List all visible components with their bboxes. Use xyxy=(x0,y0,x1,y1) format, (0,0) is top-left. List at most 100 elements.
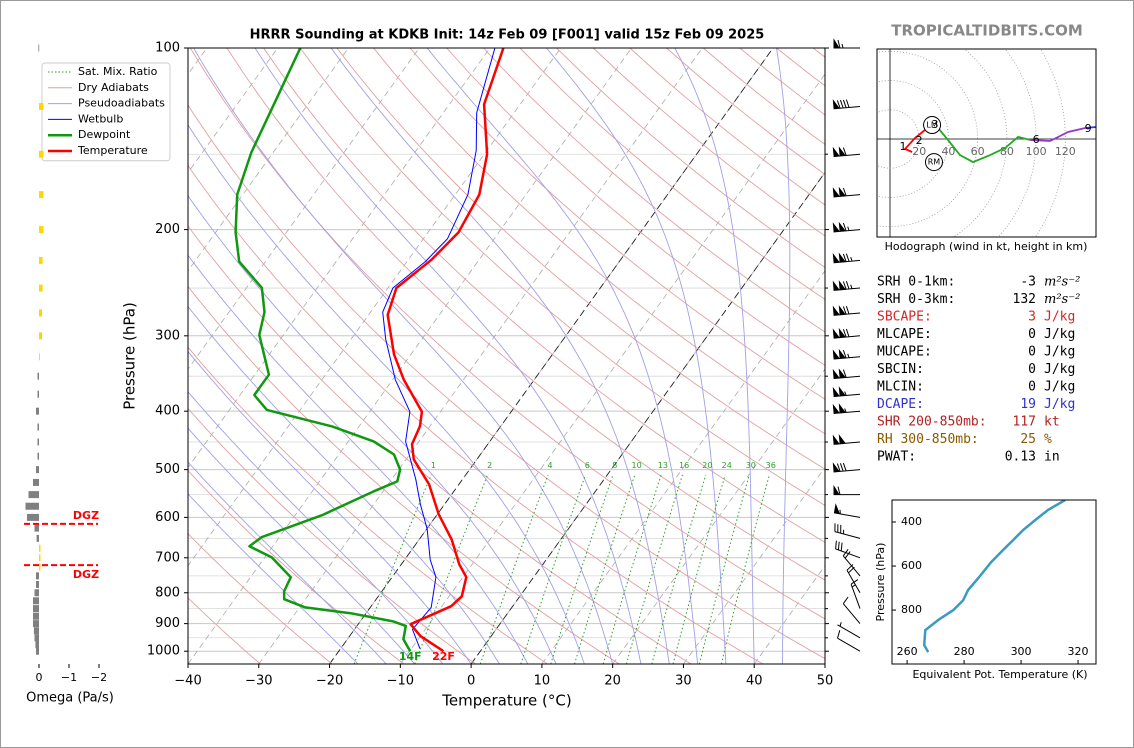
omega-bar xyxy=(36,580,39,588)
stat-label: MLCAPE: xyxy=(877,327,932,342)
dry-adiabat xyxy=(263,48,825,543)
y-tick-label: 400 xyxy=(155,404,180,419)
dry-adiabat xyxy=(336,48,825,470)
hodo-trace xyxy=(937,127,1031,164)
omega-bar xyxy=(37,423,39,431)
dgz-label: DGZ xyxy=(73,509,99,522)
omega-x-label: Omega (Pa/s) xyxy=(26,691,114,706)
y-tick-label: 300 xyxy=(155,328,180,343)
omega-bar xyxy=(37,390,39,398)
height-label: 3 xyxy=(932,118,939,131)
mixing-ratio-line xyxy=(625,474,683,664)
pseudoadiabat xyxy=(188,194,557,664)
stat-value: 0 xyxy=(1028,345,1036,360)
plot-frame xyxy=(187,47,826,665)
wind-barb xyxy=(832,386,861,398)
x-tick-label: 40 xyxy=(746,674,763,689)
omega-bar xyxy=(39,284,43,292)
omega-bar xyxy=(38,44,40,52)
mixing-ratio-label: 1 xyxy=(431,461,436,470)
wind-barb xyxy=(834,523,861,539)
x-tick-label: 280 xyxy=(954,645,975,658)
stat-unit: J/kg xyxy=(1044,310,1075,325)
dry-adiabat xyxy=(188,469,405,664)
wind-barb xyxy=(833,38,860,49)
stat-value: 0 xyxy=(1028,380,1036,395)
hodo-ring-label: 100 xyxy=(1026,145,1047,158)
stat-label: SBCIN: xyxy=(877,362,924,377)
stat-label: RH 300-850mb: xyxy=(877,432,979,447)
stat-unit: % xyxy=(1044,432,1052,447)
x-axis-label: Temperature (°C) xyxy=(441,692,571,710)
profile-line xyxy=(386,48,505,653)
highlighted-isotherm xyxy=(329,48,774,664)
stat-label: MUCAPE: xyxy=(877,345,932,360)
wind-barb xyxy=(832,462,861,473)
hodo-frame xyxy=(876,48,1097,238)
mixing-ratio-label: 2 xyxy=(487,461,492,470)
pseudoadiabat xyxy=(254,48,642,664)
omega-bar xyxy=(33,627,39,635)
omega-bar xyxy=(39,191,44,199)
isotherm xyxy=(188,48,278,174)
hodo-ring xyxy=(997,49,1037,237)
y-tick-label: 600 xyxy=(155,510,180,525)
legend-label: Dewpoint xyxy=(78,128,131,141)
pseudoadiabat xyxy=(188,427,415,664)
mixing-ratio-label: 8 xyxy=(612,461,617,470)
omega-bar xyxy=(37,452,39,460)
stat-label: PWAT: xyxy=(877,450,916,465)
stat-value: 0 xyxy=(1028,362,1036,377)
profile-line xyxy=(382,48,496,649)
stat-unit: J/kg xyxy=(1044,362,1075,377)
stat-unit: m²s⁻² xyxy=(1044,275,1080,290)
omega-bar xyxy=(34,634,39,642)
dry-adiabat xyxy=(188,225,692,664)
wind-barb xyxy=(833,503,861,518)
dry-adiabat xyxy=(188,285,620,664)
wind-barb xyxy=(832,186,861,198)
wind-barb xyxy=(835,540,861,559)
pseudoadiabat xyxy=(674,48,755,664)
wind-barb xyxy=(833,484,860,496)
stat-label: DCAPE: xyxy=(877,397,924,412)
wind-barb xyxy=(832,434,861,445)
mixing-ratio-label: 16 xyxy=(679,461,689,470)
stat-unit: J/kg xyxy=(1044,380,1075,395)
mixing-ratio-label: 6 xyxy=(585,461,590,470)
x-tick-label: 320 xyxy=(1068,645,1089,658)
pseudoadiabat xyxy=(426,48,699,664)
omega-bar xyxy=(36,534,39,542)
stat-value: 25 xyxy=(1020,432,1036,447)
omega-bar xyxy=(39,332,42,340)
pseudoadiabat xyxy=(188,254,529,664)
thetae-frame xyxy=(891,499,1097,665)
mixing-ratio-label: 4 xyxy=(547,461,552,470)
x-tick-label: 50 xyxy=(817,674,834,689)
dry-adiabat xyxy=(519,48,825,300)
omega-bar xyxy=(36,466,39,474)
stat-value: 3 xyxy=(1028,310,1036,325)
y-tick-label: 800 xyxy=(901,603,922,616)
y-tick-label: 900 xyxy=(155,616,180,631)
wind-barb xyxy=(832,221,861,233)
hodo-ring-label: 40 xyxy=(941,145,955,158)
x-tick-label: −1 xyxy=(61,671,77,684)
legend-box xyxy=(41,62,171,162)
mixing-ratio-line xyxy=(550,474,614,664)
mixing-ratio-line xyxy=(479,474,549,664)
wind-barb xyxy=(832,403,861,414)
omega-bar xyxy=(39,226,44,234)
hodo-trace xyxy=(1085,126,1096,129)
omega-bar xyxy=(33,478,39,486)
stat-unit: m²s⁻² xyxy=(1044,292,1080,307)
thetae-x-label: Equivalent Pot. Temperature (K) xyxy=(912,668,1087,681)
omega-bar xyxy=(39,309,42,317)
mixing-ratio-label: 10 xyxy=(632,461,642,470)
omega-bar xyxy=(33,605,39,613)
dry-adiabat xyxy=(188,533,333,664)
